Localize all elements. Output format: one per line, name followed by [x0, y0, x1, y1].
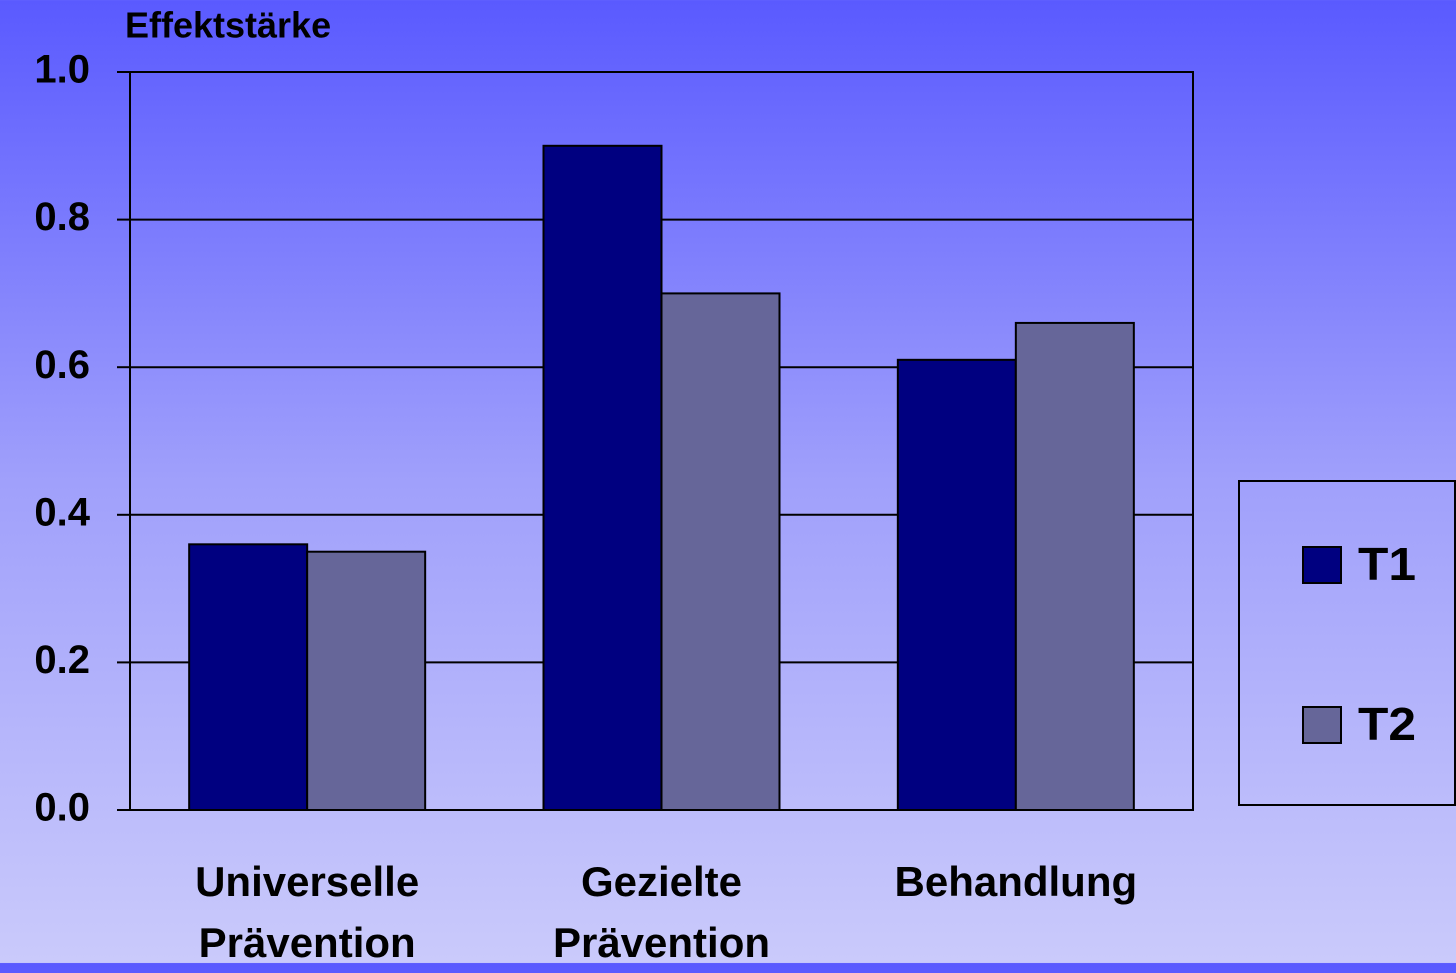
y-axis-label: Effektstärke: [125, 5, 331, 46]
y-tick-label: 0.4: [34, 490, 90, 534]
legend-swatch: [1302, 706, 1342, 744]
legend-swatch: [1302, 546, 1342, 584]
y-tick-label: 0.8: [34, 195, 90, 239]
bar: [1014, 321, 1135, 811]
legend-label: T2: [1358, 698, 1416, 750]
bar: [660, 292, 781, 811]
x-tick-label: Gezielte Prävention: [552, 858, 771, 966]
y-tick-label: 0.2: [34, 638, 90, 682]
bar: [188, 543, 309, 811]
y-tick-label: 0.0: [34, 786, 90, 830]
x-tick-label: Behandlung: [894, 858, 1138, 905]
y-tick-label: 0.6: [34, 343, 90, 387]
bar: [896, 358, 1017, 811]
x-tick-label: Universelle Prävention: [195, 858, 420, 966]
legend-box: [1238, 480, 1456, 806]
bar: [306, 550, 427, 811]
legend-label: T1: [1358, 538, 1416, 590]
y-tick-label: 1.0: [34, 48, 90, 92]
bar: [542, 144, 663, 812]
